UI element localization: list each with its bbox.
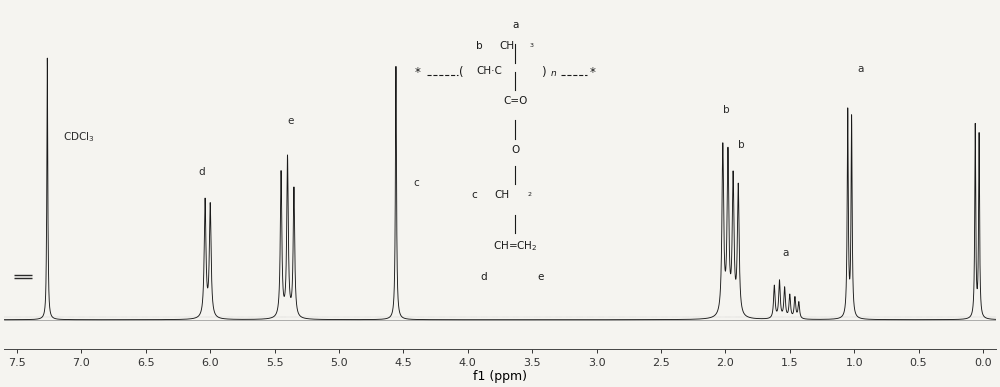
Text: a: a — [857, 64, 864, 74]
Text: b: b — [738, 140, 744, 150]
Text: d: d — [198, 167, 205, 177]
Text: a: a — [783, 248, 789, 258]
Text: b: b — [723, 105, 730, 115]
Text: e: e — [287, 116, 293, 125]
Text: CDCl$_3$: CDCl$_3$ — [63, 131, 95, 144]
Text: c: c — [413, 178, 419, 188]
X-axis label: f1 (ppm): f1 (ppm) — [473, 370, 527, 383]
